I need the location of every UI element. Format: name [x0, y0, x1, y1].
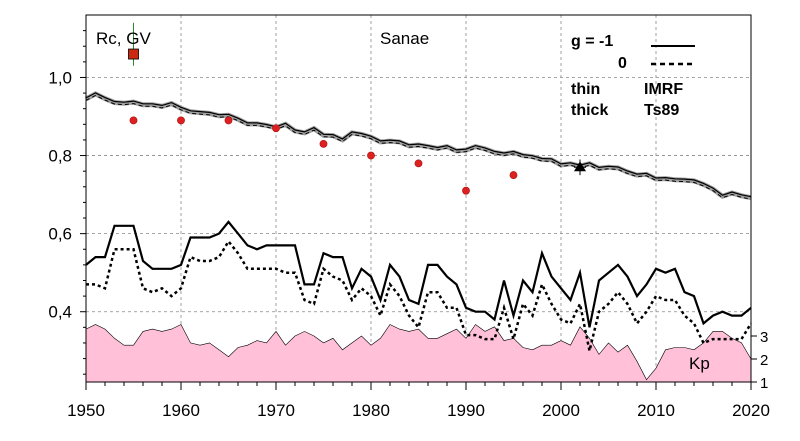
square-marker — [128, 48, 139, 60]
x-tick-label: 2010 — [637, 401, 675, 420]
observation-point — [509, 171, 518, 179]
triangle-marker — [574, 161, 586, 172]
observation-point — [367, 151, 375, 160]
y-tick-label: 0,4 — [48, 303, 72, 322]
x-tick-label: 1990 — [447, 401, 485, 420]
kp-outline — [85, 324, 752, 381]
axis-layer: 1950 1960 1970 1980 1990 2000 2010 2020 0,4 0,6 0,… — [48, 30, 770, 420]
kp-area — [86, 324, 751, 382]
upper-dashed-line — [85, 94, 752, 200]
legend-ts89-label: Ts89 — [644, 102, 679, 119]
legend-row1-label: g = -1 — [571, 33, 613, 50]
observation-point — [224, 116, 233, 125]
y-tick-label: 1,0 — [48, 68, 72, 87]
marker-layer — [128, 22, 586, 195]
x-tick-label: 1950 — [67, 401, 105, 420]
plot-frame — [85, 14, 752, 383]
y-tick-label: 0,8 — [48, 147, 72, 166]
kp-label: Kp — [689, 354, 710, 373]
legend-thin-label: thin — [571, 81, 600, 98]
observation-point — [272, 124, 280, 133]
upper-solid-line — [85, 92, 752, 198]
legend-row2-label: 0 — [618, 55, 627, 72]
observation-point — [177, 116, 185, 125]
observation-point — [462, 186, 470, 195]
legend: g = -1 0 thin IMRF thick Ts89 — [571, 33, 695, 119]
x-tick-label: 1970 — [257, 401, 295, 420]
observation-point — [319, 139, 328, 148]
x-tick-label: 2020 — [732, 401, 770, 420]
observation-point — [414, 159, 423, 168]
legend-thick-label: thick — [571, 102, 608, 119]
kp-tick-label: 1 — [760, 375, 768, 392]
legend-imrf-label: IMRF — [644, 81, 683, 98]
observation-point — [129, 116, 138, 125]
x-tick-label: 1980 — [352, 401, 390, 420]
kp-tick-label: 2 — [760, 352, 768, 369]
g-minus1-line — [85, 220, 752, 328]
x-tick-label: 1960 — [162, 401, 200, 420]
kp-layer — [85, 324, 752, 382]
kp-tick-label: 3 — [760, 329, 768, 346]
upper-band — [84, 91, 752, 201]
series-layer — [84, 91, 753, 352]
y-tick-label: 0,6 — [48, 225, 72, 244]
x-tick-label: 2000 — [542, 401, 580, 420]
chart-title: Sanae — [380, 29, 429, 48]
grid-lines — [86, 15, 751, 382]
y-axis-label: Rc, GV — [96, 29, 151, 48]
